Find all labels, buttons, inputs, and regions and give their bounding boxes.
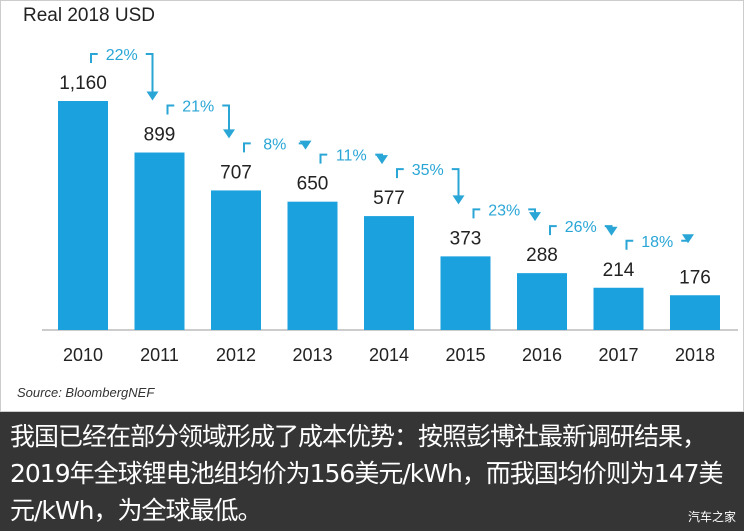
change-bracket-right [528,208,536,214]
y-axis-unit-label: Real 2018 USD [23,5,156,26]
change-bracket-left [90,53,98,63]
bar-value-label: 650 [297,174,329,195]
bar [517,273,567,330]
x-tick-label: 2017 [598,345,638,365]
x-tick-label: 2012 [216,345,256,365]
watermark-logo: 汽车之家 [687,510,736,524]
bar-value-label: 176 [679,267,711,288]
change-bracket-right [451,168,460,197]
x-tick-label: 2011 [140,345,179,365]
x-tick-label: 2010 [63,345,103,365]
change-bracket-right [222,104,230,131]
x-tick-label: 2016 [522,345,562,365]
bar-value-label: 214 [603,260,635,281]
percent-change-label: 21% [182,99,214,116]
percent-change-label: 8% [263,136,286,153]
percent-change-label: 22% [106,47,138,64]
source-note: Source: BloombergNEF [17,385,155,400]
bar [593,287,644,330]
bar [211,190,261,330]
x-tick-label: 2013 [292,345,332,365]
change-bracket-left [166,104,175,115]
down-arrow-icon [376,155,388,165]
bar-chart: 1,160 2010 899 2011 707 2012 650 2013 577 2014 373… [42,47,738,365]
bar-value-label: 707 [220,162,252,183]
percent-change-label: 11% [336,148,367,165]
bar [440,256,491,330]
x-tick-label: 2014 [369,345,409,365]
percent-change-label: 26% [565,219,597,236]
change-bracket-right [145,53,154,93]
bar-value-label: 899 [144,125,176,146]
bar-value-label: 288 [526,245,558,266]
change-bracket-left [625,239,634,250]
percent-change-label: 23% [488,202,520,219]
change-bracket-left [243,142,251,153]
change-bracket-left [549,225,557,236]
change-bracket-left [319,153,328,164]
down-arrow-icon [682,234,694,244]
bar-value-label: 577 [373,188,405,209]
percent-change-label: 18% [641,234,673,251]
bar [58,101,108,330]
bar-value-label: 373 [450,228,482,249]
bar [364,216,414,330]
change-bracket-left [472,208,481,219]
x-tick-label: 2015 [445,345,485,365]
down-arrow-icon [452,195,465,205]
down-arrow-icon [223,129,235,139]
chart-panel: Real 2018 USD Source: BloombergNEF [0,0,744,412]
caption-text: 我国已经在部分领域形成了成本优势：按照彭博社最新调研结果，2019年全球锂电池组… [0,412,744,531]
bar [670,295,720,330]
down-arrow-icon [146,91,159,101]
change-bracket-left [396,168,404,179]
percent-change-label: 35% [412,162,444,179]
bar [287,201,338,330]
bar [134,152,185,330]
x-tick-label: 2018 [675,345,715,365]
down-arrow-icon [605,226,618,236]
down-arrow-icon [529,212,541,222]
down-arrow-icon [299,140,312,150]
bar-value-label: 1,160 [59,73,107,94]
